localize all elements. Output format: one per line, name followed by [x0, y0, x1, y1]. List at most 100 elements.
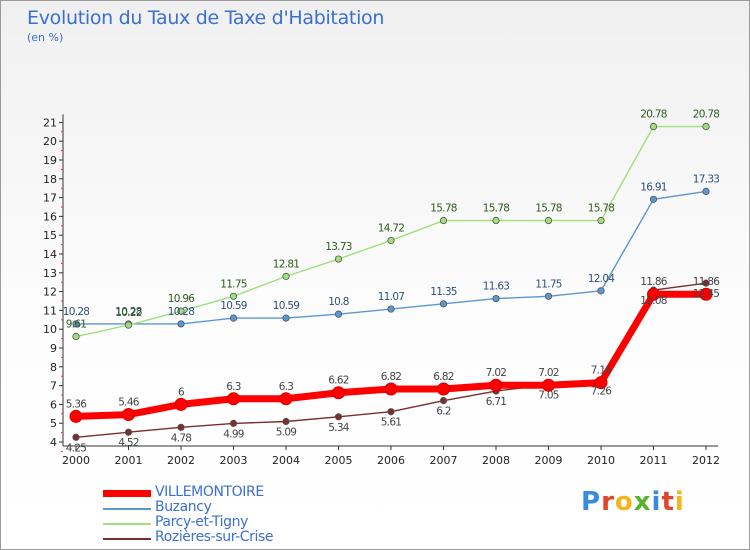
x-tick-label: 2006 — [377, 454, 405, 467]
brand-letter: i — [651, 487, 662, 517]
legend-swatch — [103, 490, 151, 497]
y-tick-label: 16 — [43, 210, 57, 223]
data-label: 5.46 — [118, 397, 140, 409]
x-tick-label: 2012 — [692, 454, 720, 467]
data-label: 7.02 — [538, 367, 559, 379]
data-point — [334, 310, 343, 318]
legend-label: Buzancy — [155, 499, 212, 515]
y-tick-label: 10 — [43, 323, 57, 336]
y-tick-label: 18 — [43, 173, 57, 186]
data-point — [334, 413, 343, 421]
x-tick-label: 2007 — [430, 454, 458, 467]
y-tick-label: 6 — [50, 398, 57, 411]
x-tick-label: 2002 — [167, 454, 195, 467]
data-point — [492, 294, 500, 303]
data-label: 6.3 — [279, 381, 294, 393]
data-label: 11.86 — [640, 276, 668, 288]
data-label: 7.02 — [486, 367, 507, 379]
data-label: 15.78 — [483, 203, 510, 215]
x-tick-label: 2001 — [115, 454, 143, 467]
data-point — [702, 187, 710, 195]
data-label: 13.73 — [325, 241, 352, 253]
data-label: 6.3 — [226, 381, 241, 393]
data-point — [439, 300, 448, 308]
data-point — [542, 378, 555, 392]
data-point — [72, 320, 80, 328]
data-point — [437, 382, 450, 396]
chart-title: Evolution du Taux de Taxe d'Habitation — [27, 7, 385, 29]
data-point — [282, 272, 290, 280]
data-label: 14.72 — [378, 222, 405, 234]
data-label: 20.78 — [693, 109, 720, 121]
data-label: 5.36 — [66, 398, 88, 410]
data-point — [702, 122, 710, 131]
brand-logo: Proxiti — [581, 487, 685, 517]
data-point — [384, 382, 398, 396]
legend-swatch — [103, 538, 151, 540]
data-point — [69, 409, 83, 423]
data-label: 16.91 — [640, 181, 667, 193]
data-label: 17.33 — [693, 173, 720, 185]
data-label: 10.8 — [328, 296, 349, 308]
data-point — [597, 216, 605, 225]
data-label: 11.35 — [430, 286, 457, 298]
data-label: 7.26 — [591, 386, 613, 398]
data-label: 5.09 — [276, 427, 297, 439]
y-tick-label: 17 — [43, 192, 57, 205]
data-label: 6.82 — [433, 371, 454, 383]
y-tick-label: 14 — [43, 248, 57, 261]
legend-swatch — [103, 523, 151, 525]
data-label: 11.75 — [220, 278, 247, 290]
data-point — [702, 279, 710, 287]
data-label: 10.28 — [63, 306, 90, 318]
data-point — [72, 332, 80, 341]
data-point — [439, 397, 448, 405]
data-label: 4.78 — [171, 432, 192, 444]
data-label: 5.34 — [328, 422, 350, 434]
data-point — [489, 378, 503, 392]
y-tick-label: 4 — [50, 436, 57, 449]
data-label: 6.62 — [328, 375, 349, 387]
x-tick-label: 2005 — [325, 454, 353, 467]
data-label: 20.78 — [640, 109, 667, 121]
y-tick-label: 20 — [43, 135, 57, 148]
data-label: 5.61 — [381, 417, 402, 429]
data-point — [597, 287, 605, 295]
x-tick-label: 2000 — [62, 454, 90, 467]
data-point — [177, 320, 185, 328]
data-label: 11.75 — [535, 278, 562, 290]
data-point — [124, 428, 133, 436]
y-tick-label: 15 — [43, 229, 57, 242]
data-label: 4.52 — [118, 437, 139, 449]
data-label: 11.07 — [378, 291, 405, 303]
data-point — [229, 419, 238, 427]
data-label: 15.78 — [535, 203, 562, 215]
data-point — [282, 314, 290, 322]
data-point — [439, 216, 448, 225]
data-label: 15.78 — [430, 203, 457, 215]
data-point — [387, 408, 395, 416]
data-label: 10.22 — [115, 307, 142, 319]
data-label: 11.86 — [693, 276, 721, 288]
data-label: 9.61 — [66, 319, 87, 331]
data-point — [72, 433, 80, 441]
data-point — [544, 216, 553, 225]
x-tick-label: 2008 — [482, 454, 510, 467]
data-point — [282, 417, 290, 426]
data-point — [544, 292, 553, 300]
data-point — [229, 292, 238, 300]
data-label: 6.2 — [436, 406, 451, 418]
data-label: 12.08 — [640, 295, 667, 307]
data-label: 7.16 — [591, 365, 613, 377]
brand-letter: t — [661, 487, 675, 517]
data-label: 10.28 — [115, 306, 142, 318]
y-tick-label: 19 — [43, 154, 57, 167]
x-tick-label: 2004 — [272, 454, 300, 467]
data-label: 7.05 — [538, 390, 559, 402]
data-label: 6.82 — [381, 371, 402, 383]
data-point — [387, 236, 395, 245]
data-point — [122, 408, 135, 422]
brand-letter: P — [581, 487, 602, 517]
